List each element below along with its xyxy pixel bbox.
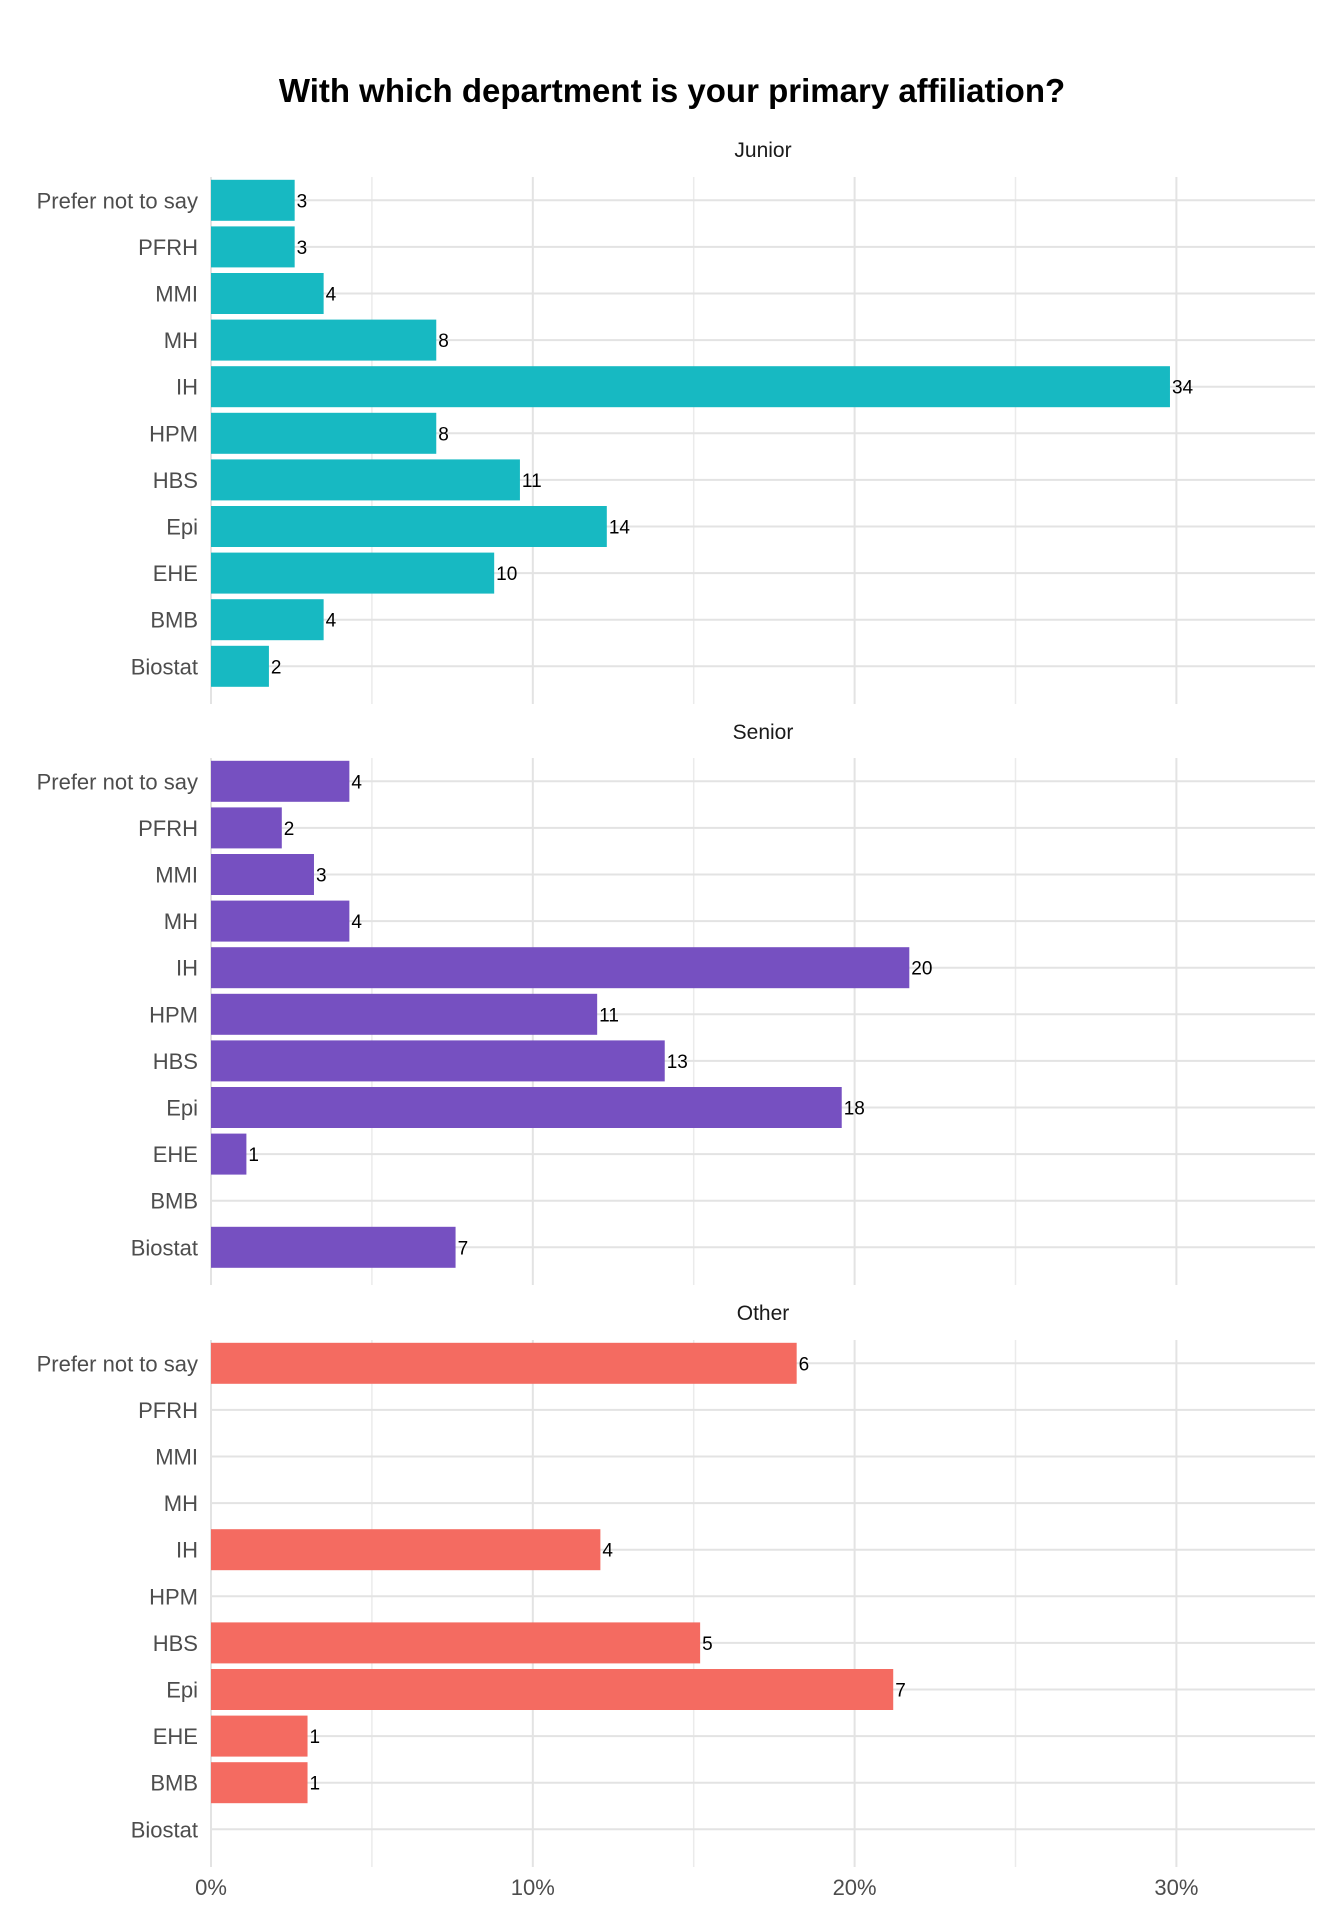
y-tick-label: HPM (149, 1002, 198, 1027)
y-tick-label: EHE (153, 561, 198, 586)
y-tick-label: IH (176, 956, 198, 981)
data-label: 4 (602, 1541, 613, 1562)
y-tick-label: MMI (155, 863, 198, 888)
data-label: 7 (895, 1681, 906, 1702)
data-label: 2 (284, 819, 295, 840)
y-tick-label: MH (164, 909, 198, 934)
data-label: 11 (522, 471, 542, 492)
y-tick-label: HBS (153, 1049, 198, 1074)
bar (211, 1622, 701, 1664)
bar (211, 1669, 894, 1710)
bar (211, 273, 324, 314)
bar (211, 366, 1170, 408)
bar (211, 319, 437, 361)
x-tick-label: 20% (833, 1875, 877, 1900)
data-label: 4 (351, 772, 362, 793)
data-label: 14 (609, 518, 631, 539)
bar (211, 226, 295, 268)
data-label: 8 (438, 331, 449, 352)
bar (211, 760, 350, 802)
y-tick-label: MH (164, 328, 198, 353)
y-tick-label: Biostat (131, 1235, 198, 1260)
bar (211, 179, 295, 221)
bar (211, 506, 607, 547)
data-label: 3 (316, 866, 327, 887)
chart-title: With which department is your primary af… (278, 72, 1066, 109)
data-label: 2 (271, 657, 282, 678)
y-tick-label: BMB (150, 1771, 198, 1796)
bar (211, 1762, 308, 1804)
y-tick-label: HPM (149, 421, 198, 446)
y-tick-label: EHE (153, 1142, 198, 1167)
y-tick-label: HBS (153, 1631, 198, 1656)
bar (211, 947, 910, 989)
data-label: 4 (326, 285, 337, 306)
bar (211, 599, 324, 641)
data-label: 18 (844, 1099, 865, 1120)
y-tick-label: IH (176, 375, 198, 400)
bar (211, 459, 520, 501)
bar (211, 1087, 842, 1128)
bar (211, 900, 350, 942)
y-tick-label: Prefer not to say (37, 188, 198, 213)
data-label: 3 (297, 238, 308, 259)
bar (211, 993, 598, 1035)
bar (211, 412, 437, 454)
y-tick-label: Epi (166, 1678, 198, 1703)
data-label: 1 (310, 1774, 321, 1795)
y-tick-label: Prefer not to say (37, 1351, 198, 1376)
data-label: 11 (599, 1005, 619, 1026)
data-label: 4 (351, 912, 362, 933)
y-tick-label: EHE (153, 1724, 198, 1749)
x-tick-label: 0% (195, 1875, 227, 1900)
x-tick-label: 30% (1154, 1875, 1198, 1900)
data-label: 6 (799, 1354, 810, 1375)
data-label: 8 (438, 424, 449, 445)
y-tick-label: PFRH (138, 1398, 198, 1423)
y-tick-label: MMI (155, 282, 198, 307)
y-tick-label: PFRH (138, 816, 198, 841)
y-tick-label: Prefer not to say (37, 769, 198, 794)
bar (211, 1133, 247, 1175)
data-label: 1 (310, 1727, 321, 1748)
data-label: 10 (496, 564, 517, 585)
x-tick-label: 10% (511, 1875, 555, 1900)
y-tick-label: Biostat (131, 1817, 198, 1842)
data-label: 3 (297, 191, 308, 212)
y-tick-label: BMB (150, 1189, 198, 1214)
bar (211, 1226, 456, 1268)
data-label: 34 (1172, 378, 1194, 399)
data-label: 20 (911, 959, 932, 980)
data-label: 1 (248, 1145, 259, 1166)
y-tick-label: MH (164, 1491, 198, 1516)
facet-label: Other (737, 1302, 790, 1325)
bar (211, 1715, 308, 1757)
y-tick-label: HBS (153, 468, 198, 493)
data-label: 7 (458, 1238, 469, 1259)
data-label: 5 (702, 1634, 713, 1655)
bar (211, 854, 314, 895)
y-tick-label: IH (176, 1538, 198, 1563)
y-tick-label: Epi (166, 515, 198, 540)
y-tick-label: HPM (149, 1584, 198, 1609)
facet-label: Junior (734, 139, 791, 162)
bar (211, 1040, 665, 1082)
bar (211, 807, 282, 849)
bar (211, 645, 269, 687)
y-tick-label: MMI (155, 1445, 198, 1470)
data-label: 13 (667, 1052, 688, 1073)
bar (211, 552, 495, 594)
y-tick-label: Biostat (131, 654, 198, 679)
bar (211, 1342, 797, 1384)
y-tick-label: Epi (166, 1096, 198, 1121)
data-label: 4 (326, 611, 337, 632)
bar (211, 1529, 601, 1571)
facet-label: Senior (733, 721, 794, 744)
y-tick-label: BMB (150, 608, 198, 633)
y-tick-label: PFRH (138, 235, 198, 260)
